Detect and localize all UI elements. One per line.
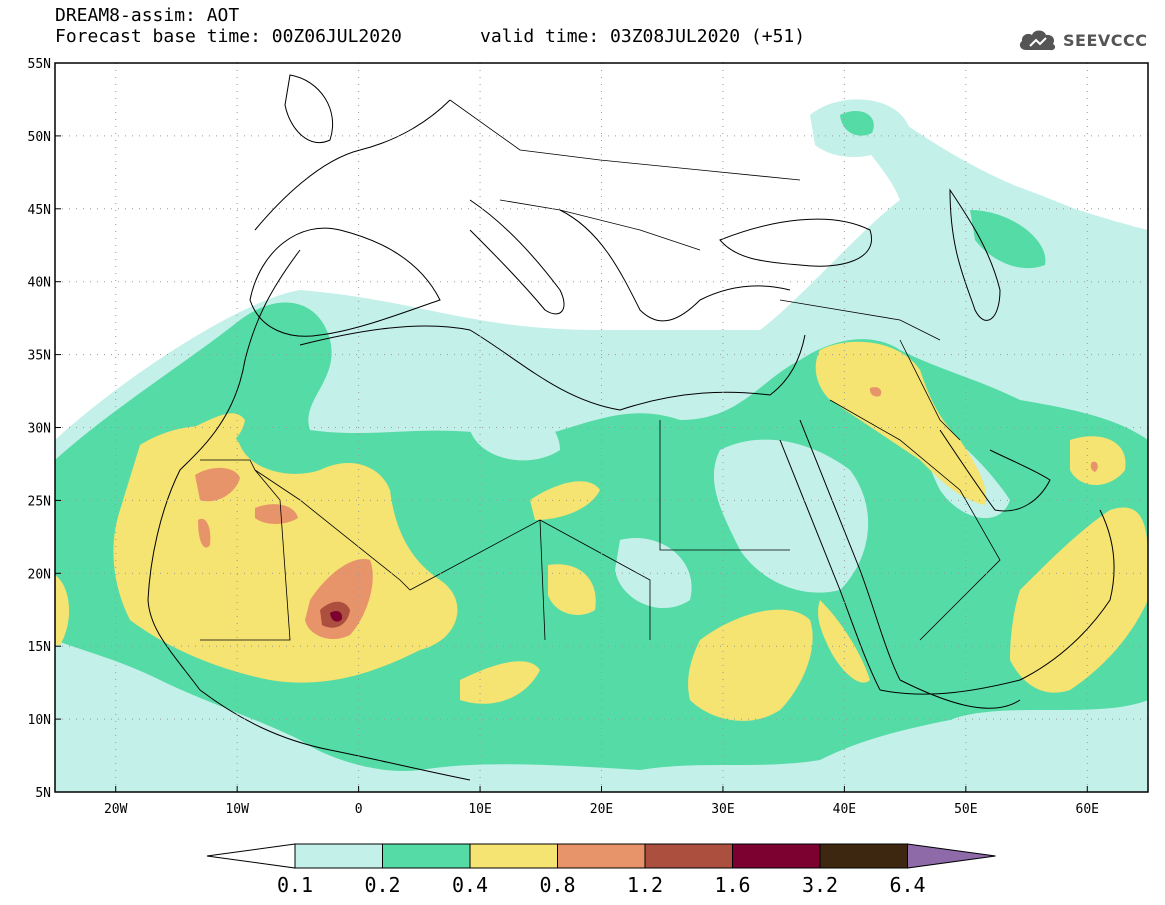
x-tick-label: 20E [590, 802, 613, 817]
x-tick-label: 0 [355, 802, 363, 817]
aot-band-0.4-iraq [815, 341, 987, 505]
colorbar-label: 1.6 [714, 873, 750, 897]
coastline-italy [469, 199, 565, 315]
coastline-balkans-greece [559, 209, 791, 322]
coastline-arabia-south [879, 509, 1115, 695]
forecast-base-time: Forecast base time: 00Z06JUL2020 [55, 26, 402, 47]
gridlines [55, 63, 1148, 792]
border-libya-egypt [659, 420, 790, 551]
y-tick-label: 55N [28, 57, 51, 72]
coastline-red-sea-east [799, 419, 901, 681]
border-chad-sudan [539, 519, 651, 640]
logo-text: SEEVCCC [1063, 31, 1148, 50]
colorbar-swatch [557, 843, 646, 869]
x-axis: 20W 10W 0 10E 20E 30E 40E 50E 60E [104, 786, 1099, 817]
y-tick-label: 15N [28, 640, 51, 655]
coastline-caspian [949, 188, 1001, 321]
x-tick-label: 30E [711, 802, 734, 817]
aot-band-0.2-north [840, 111, 874, 136]
coastline-france-uk [254, 99, 451, 231]
colorbar-label: 0.1 [277, 873, 313, 897]
colorbar-swatch [294, 843, 383, 869]
colorbar-swatch [732, 843, 821, 869]
border-europe [449, 99, 801, 251]
aot-band-0.1-libya [460, 380, 560, 461]
coastline-black-sea [719, 218, 873, 267]
aot-band-0.8-gulf [1090, 461, 1098, 472]
coastline-somalia [899, 679, 1021, 709]
colorbar-swatch [382, 843, 471, 869]
x-tick-label: 40E [833, 802, 856, 817]
colorbar-swatch [819, 843, 908, 869]
colorbar-arrow-low [206, 843, 296, 869]
colorbar-label: 3.2 [802, 873, 838, 897]
colorbar-label: 0.2 [364, 873, 400, 897]
aot-band-1.6-mali [330, 611, 343, 622]
coastline-red-sea [779, 439, 881, 691]
aot-band-0.8-algeria [255, 504, 298, 524]
x-tick-label: 10E [468, 802, 491, 817]
aot-field [55, 99, 1148, 792]
aot-band-0.8-west2 [198, 518, 211, 548]
coastline-west-africa [147, 249, 471, 781]
aot-band-0.1-caspian [918, 160, 1120, 273]
y-axis: 55N 50N 45N 40N 35N 30N 25N 20N 15N 10N 5N [28, 57, 61, 801]
y-tick-label: 30N [28, 422, 51, 437]
aot-band-0.2-gulf-gap [713, 439, 869, 593]
aot-band-0.8-west [195, 467, 240, 502]
border-mauritania [200, 459, 291, 641]
y-tick-label: 40N [28, 276, 51, 291]
aot-band-0.4-gulf [1070, 436, 1126, 485]
y-tick-label: 25N [28, 494, 51, 509]
cloud-icon [1019, 30, 1056, 51]
aot-band-0.4-libya [530, 481, 600, 520]
y-tick-label: 35N [28, 349, 51, 364]
y-tick-label: 45N [28, 203, 51, 218]
x-tick-label: 60E [1076, 802, 1099, 817]
map-title: DREAM8-assim: AOT [55, 5, 240, 26]
x-tick-label: 10W [225, 802, 249, 817]
x-tick-label: 50E [954, 802, 977, 817]
aot-band-0.2-caspian [970, 210, 1046, 269]
colorbar-swatch [644, 843, 733, 869]
coastline-iberia [249, 227, 441, 337]
aot-band-0.8-iraq [869, 387, 882, 397]
colorbar-label: 0.4 [452, 873, 488, 897]
y-tick-label: 10N [28, 713, 51, 728]
colorbar-arrow-high [907, 843, 996, 869]
coastline-mediterranean-south [299, 325, 806, 411]
coastlines [147, 74, 1115, 781]
colorbar-label: 1.2 [627, 873, 663, 897]
aot-band-0.4-sudan [688, 609, 813, 721]
aot-band-0.4-atlantic [55, 575, 70, 645]
y-tick-label: 50N [28, 130, 51, 145]
x-tick-label: 20W [104, 802, 128, 817]
border-saudi [829, 399, 1001, 641]
aot-band-0.4-morocco [160, 413, 245, 460]
aot-band-0.1-sudan [615, 538, 692, 609]
border-algeria-mali [254, 469, 411, 591]
colorbar-swatch [469, 843, 558, 869]
valid-time: valid time: 03Z08JUL2020 (+51) [480, 26, 806, 47]
colorbar-label: 0.8 [539, 873, 575, 897]
border-iraq-iran [899, 339, 961, 441]
y-tick-label: 5N [35, 786, 51, 801]
country-borders [200, 99, 1001, 641]
colorbar-label: 6.4 [889, 873, 925, 897]
colorbar: 0.1 0.2 0.4 0.8 1.2 1.6 3.2 6.4 [206, 843, 996, 897]
border-turkey [779, 299, 941, 341]
coastline-britain [284, 74, 334, 143]
aot-band-0.4-redsea [818, 600, 870, 683]
border-niger-chad [409, 519, 546, 641]
coastline-persian-gulf [939, 429, 1051, 512]
aot-band-0.4-chad [548, 564, 596, 615]
y-tick-label: 20N [28, 567, 51, 582]
